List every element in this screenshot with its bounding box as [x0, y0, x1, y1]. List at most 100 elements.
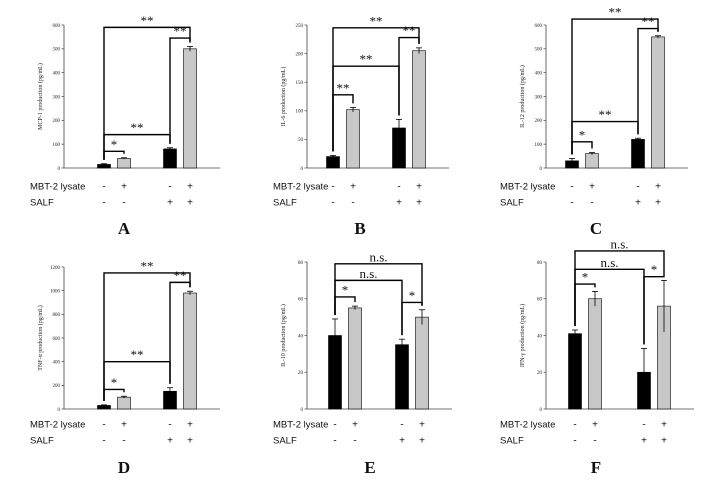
panel-a-salf-sign-1: - [102, 198, 105, 209]
panel-c-row-label-mbt2: MBT-2 lysate [500, 182, 555, 193]
panel-e-ylabel: IL-10 production (pg/mL) [280, 304, 287, 367]
panel-a-row-label-salf: SALF [30, 198, 54, 209]
panel-a-bar-4 [183, 48, 197, 169]
panel-f-mbt2-sign-2: + [592, 420, 598, 431]
panel-a-significance-label-2: ** [131, 120, 144, 135]
panel-f-mbt2-sign-3: - [642, 420, 645, 431]
panel-e-row-label-salf: SALF [273, 436, 297, 447]
panel-a-mbt2-sign-4: + [187, 182, 193, 193]
panel-b-significance-bracket-4 [332, 27, 420, 152]
panel-e-significance-label-2: * [409, 288, 416, 303]
panel-d-ytick-label: 800 [53, 313, 61, 318]
panel-d-ytick-label: 600 [53, 337, 61, 342]
panel-c-bar-2 [585, 153, 599, 169]
panel-a-label: A [118, 219, 131, 238]
panel-e-bar-4 [415, 316, 429, 410]
panel-c-ytick-label: 500 [535, 48, 543, 53]
panel-f-salf-sign-2: - [593, 436, 596, 447]
panel-c-row-label-salf: SALF [500, 198, 524, 209]
panel-f-ylabel: IFN-γ production (pg/mL) [519, 304, 526, 367]
panel-e-salf-sign-3: + [399, 436, 405, 447]
panel-c-significance-bracket-4 [571, 18, 659, 155]
panel-c-salf-sign-1: - [570, 198, 573, 209]
panel-e-ytick-label: 0 [301, 408, 304, 413]
panel-a-ylabel: MCP-1 production (pg/mL) [37, 63, 44, 130]
panel-b-row-label-salf: SALF [273, 198, 297, 209]
panel-a-ytick-label: 400 [53, 71, 61, 76]
panel-d-mbt2-sign-1: - [102, 420, 105, 431]
panel-b-bar-4 [412, 50, 426, 169]
panel-e-significance-bracket-4 [334, 263, 423, 315]
panel-b-ylabel: IL-6 production (pg/mL) [280, 67, 287, 127]
panel-d-salf-sign-3: + [167, 436, 173, 447]
panel-f-significance-label-2: * [651, 262, 658, 277]
panel-f-salf-sign-3: + [641, 436, 647, 447]
panel-c-significance-label-1: * [579, 127, 586, 142]
panel-f-significance-label-1: * [582, 270, 589, 285]
panel-a-ytick-label: 100 [53, 143, 61, 148]
panel-d-mbt2-sign-4: + [187, 420, 193, 431]
panel-b-salf-sign-1: - [331, 198, 334, 209]
panel-f-mbt2-sign-1: - [573, 420, 576, 431]
panel-a-salf-sign-3: + [167, 198, 173, 209]
panel-b-bar-1 [326, 156, 340, 169]
panel-e-significance-label-1: * [342, 282, 349, 297]
panel-f-significance-bracket-4 [574, 250, 665, 326]
panel-b-ytick-label: 50 [298, 138, 304, 143]
panel-d-mbt2-sign-2: + [121, 420, 127, 431]
panel-a-bar-2 [117, 158, 131, 169]
panel-f-salf-sign-1: - [573, 436, 576, 447]
panel-f-ytick-label: 40 [537, 334, 543, 339]
panel-b-mbt2-sign-2: + [350, 182, 356, 193]
panel-e-row-label-mbt2: MBT-2 lysate [273, 420, 328, 431]
panel-f-ytick-label: 20 [537, 371, 543, 376]
panel-a-ytick-label: 500 [53, 48, 61, 53]
panel-a-bar-3 [163, 148, 177, 169]
panel-d-row-label-salf: SALF [30, 436, 54, 447]
panel-b-significance-label-1: ** [337, 80, 350, 95]
panel-e-ytick-label: 60 [298, 298, 304, 303]
panel-b-significance-label-2: ** [360, 52, 373, 67]
panel-f-significance-label-3: n.s. [600, 255, 618, 270]
panel-a-salf-sign-4: + [187, 198, 193, 209]
panel-b-mbt2-sign-3: - [397, 182, 400, 193]
panel-d-significance-bracket-4 [103, 272, 191, 401]
panel-a-mbt2-sign-1: - [102, 182, 105, 193]
panel-c-mbt2-sign-2: + [589, 182, 595, 193]
panel-d-ytick-label: 1000 [50, 289, 61, 294]
panel-b-salf-sign-4: + [416, 198, 422, 209]
panel-f-row-label-salf: SALF [500, 436, 524, 447]
panel-c-significance-label-3: ** [642, 14, 655, 29]
panel-c-significance-label-2: ** [599, 107, 612, 122]
panel-f-ytick-label: 60 [537, 298, 543, 303]
panel-a-ytick-label: 200 [53, 119, 61, 124]
panel-b-salf-sign-3: + [396, 198, 402, 209]
panel-f-row-label-mbt2: MBT-2 lysate [500, 420, 555, 431]
panel-b-significance-bracket-2 [332, 65, 400, 152]
panel-f-mbt2-sign-4: + [661, 420, 667, 431]
panel-d-significance-label-1: * [111, 375, 118, 390]
panel-f-bar-1 [568, 333, 582, 410]
panel-f-ytick-label: 0 [540, 408, 543, 413]
panel-f-salf-sign-4: + [661, 436, 667, 447]
panel-c-ytick-label: 300 [535, 95, 543, 100]
panel-d-ytick-label: 400 [53, 360, 61, 365]
panel-b-ytick-label: 150 [296, 81, 304, 86]
panel-e-mbt2-sign-3: - [400, 420, 403, 431]
panel-d-salf-sign-2: - [122, 436, 125, 447]
panel-f-bar-2 [588, 298, 602, 410]
panel-a-mbt2-sign-3: - [168, 182, 171, 193]
panel-e-mbt2-sign-2: + [352, 420, 358, 431]
panel-d-salf-sign-1: - [102, 436, 105, 447]
panel-c-salf-sign-3: + [635, 198, 641, 209]
panel-b-significance-label-4: ** [370, 13, 383, 28]
panel-b-label: B [354, 219, 365, 238]
panel-c-salf-sign-2: - [590, 198, 593, 209]
panel-e-bar-2 [348, 307, 362, 410]
panel-e-significance-label-4: n.s. [369, 249, 387, 264]
panel-e-ytick-label: 40 [298, 334, 304, 339]
panel-c-ytick-label: 100 [535, 143, 543, 148]
panel-d-bar-2 [117, 396, 131, 410]
panel-d-ytick-label: 200 [53, 384, 61, 389]
